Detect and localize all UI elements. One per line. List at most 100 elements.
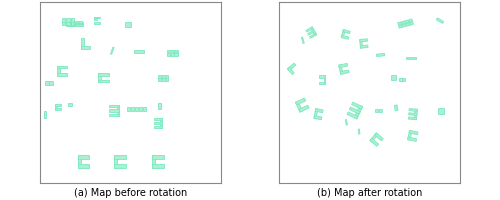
Bar [378,110,382,112]
Bar [438,108,444,115]
Bar [158,76,161,78]
Bar [376,54,385,57]
X-axis label: (b) Map after rotation: (b) Map after rotation [316,187,422,197]
Bar [152,155,164,159]
Bar [50,82,54,86]
Bar [341,36,349,40]
Bar [158,79,161,81]
Bar [116,105,119,117]
Bar [94,18,96,21]
Bar [98,81,109,83]
Bar [296,99,306,106]
Bar [408,113,417,116]
Bar [358,129,360,134]
Bar [68,104,72,106]
Bar [360,40,362,49]
Bar [44,112,46,118]
Bar [56,109,61,110]
Bar [405,21,409,24]
Bar [338,65,343,75]
Bar [436,19,444,24]
Bar [360,40,368,43]
Bar [68,22,70,24]
Bar [352,103,362,110]
Bar [398,26,402,29]
Bar [78,164,90,168]
Bar [79,22,83,26]
Bar [167,50,170,53]
Bar [127,108,130,111]
Bar [62,19,66,23]
Bar [154,123,162,125]
Bar [350,107,360,115]
Bar [308,31,315,36]
Bar [360,46,368,49]
Bar [375,110,378,112]
Bar [306,28,313,33]
Bar [409,109,418,112]
Bar [78,22,82,24]
Bar [78,155,90,159]
Bar [74,25,78,27]
Bar [57,73,67,76]
Bar [160,119,162,129]
Bar [408,117,416,120]
Bar [162,76,165,78]
Bar [166,76,168,78]
Bar [114,155,126,159]
Bar [354,106,362,119]
Bar [399,79,402,82]
Bar [71,19,74,23]
Bar [310,34,316,39]
Bar [398,23,402,26]
Bar [310,28,316,37]
Bar [152,164,164,168]
Bar [171,50,174,53]
Bar [56,104,57,110]
Bar [406,24,409,27]
Bar [126,23,130,28]
Bar [114,155,117,168]
Bar [342,30,350,34]
Bar [324,76,326,85]
Bar [370,133,378,142]
Bar [94,23,100,24]
Bar [370,139,378,147]
Bar [81,47,90,50]
Bar [74,22,78,26]
Bar [110,110,120,112]
Bar [110,48,114,55]
Bar [171,54,174,56]
Bar [70,22,74,26]
Bar [110,115,120,117]
Bar [413,57,416,60]
Bar [68,25,70,27]
Bar [66,22,70,26]
Bar [408,137,416,142]
Bar [288,68,294,75]
Bar [410,57,412,60]
Bar [110,105,120,107]
Bar [298,106,309,113]
Bar [314,116,322,120]
Bar [71,22,74,24]
Bar [154,127,162,129]
Bar [402,79,405,82]
Bar [402,25,406,28]
Bar [94,18,100,19]
X-axis label: (a) Map before rotation: (a) Map before rotation [74,187,188,197]
Bar [56,104,61,106]
Bar [166,79,168,81]
Bar [341,30,345,39]
Bar [81,39,84,50]
Bar [167,54,170,56]
Bar [402,22,405,25]
Bar [338,64,348,68]
Bar [319,82,326,85]
Bar [114,164,126,168]
Bar [340,71,349,75]
Bar [57,66,59,76]
Bar [158,104,161,109]
Bar [319,76,326,78]
Bar [45,82,49,86]
